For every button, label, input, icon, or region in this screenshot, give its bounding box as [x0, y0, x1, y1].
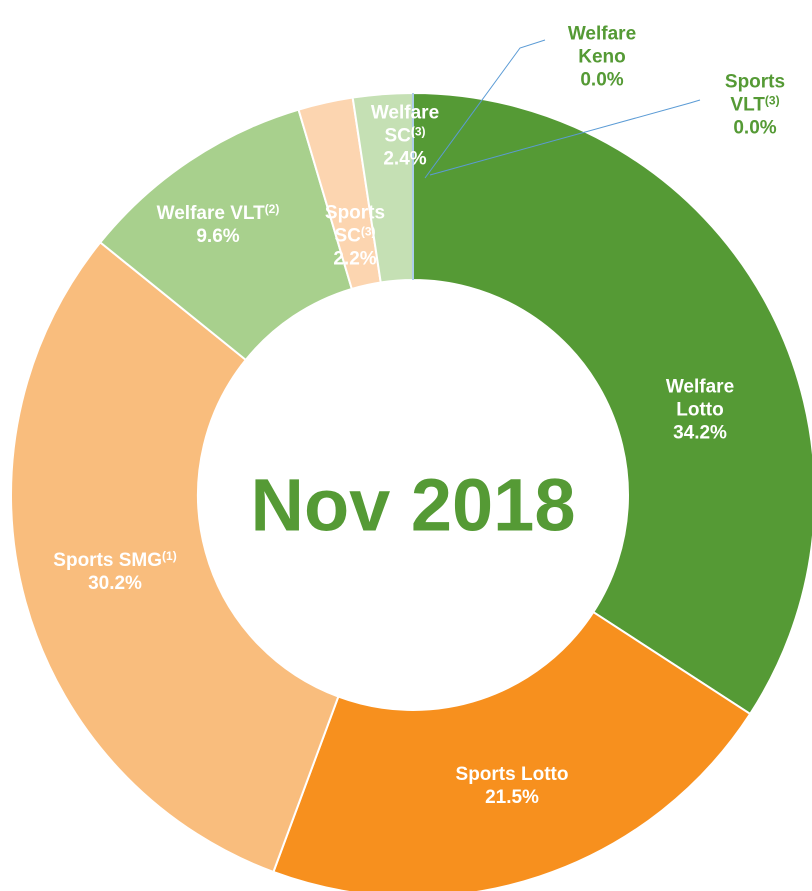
footnote-mark: (3) [410, 124, 426, 139]
category-name: Sports SC [324, 202, 386, 247]
value-label: 9.6% [196, 226, 240, 247]
footnote-mark: (3) [360, 224, 376, 239]
footnote-mark: (3) [764, 93, 780, 108]
slice [412, 91, 812, 716]
value-label: 34.2% [673, 422, 727, 444]
slice-label: Sports SC(3) 2.2% [320, 202, 390, 271]
value-label: 0.0% [580, 69, 624, 91]
footnote-mark: (2) [264, 202, 280, 216]
slice-label: Welfare Keno 0.0% [562, 23, 642, 92]
slice-label: Sports SMG(1) 30.2% [5, 549, 225, 595]
slice-label: Welfare Lotto 34.2% [645, 376, 755, 445]
category-name: Welfare VLT [156, 203, 265, 224]
category-name: Sports SMG [53, 550, 163, 571]
leader-line [424, 39, 546, 179]
category-name: Sports VLT [724, 71, 786, 116]
slice-label: Welfare SC(3) 2.4% [365, 102, 445, 171]
category-name: Welfare SC [370, 102, 440, 147]
category-name: Welfare Keno [567, 23, 637, 68]
value-label: 21.5% [485, 787, 539, 808]
value-label: 2.2% [333, 248, 377, 270]
slice-label: Welfare VLT(2) 9.6% [118, 202, 318, 248]
center-label: Nov 2018 [250, 463, 576, 547]
category-name: Sports Lotto [455, 764, 569, 785]
slice-label: Sports VLT(3) 0.0% [715, 71, 795, 140]
footnote-mark: (1) [162, 549, 177, 563]
leader-line [429, 99, 701, 176]
value-label: 2.4% [383, 148, 427, 170]
value-label: 0.0% [733, 117, 777, 139]
slice-label: Sports Lotto 21.5% [402, 763, 622, 809]
value-label: 30.2% [88, 573, 142, 594]
slice [272, 610, 752, 891]
slice [10, 240, 340, 874]
category-name: Welfare Lotto [665, 376, 735, 421]
